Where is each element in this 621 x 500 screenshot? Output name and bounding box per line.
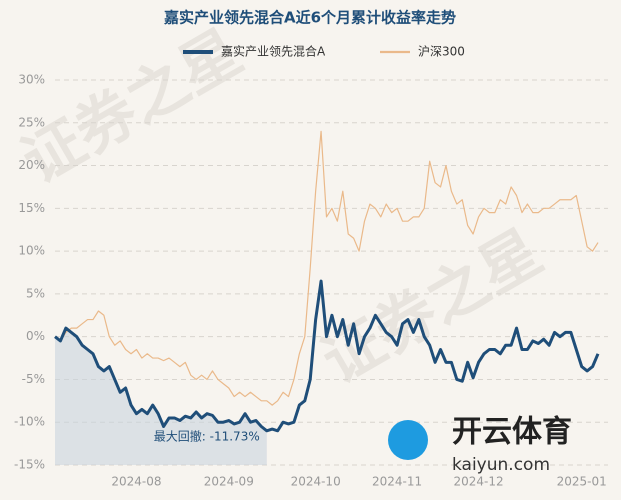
y-tick-label: 25% (18, 115, 45, 129)
x-tick-label: 2024-11 (372, 475, 422, 489)
legend-label: 沪深300 (418, 45, 465, 59)
x-tick-label: 2024-10 (291, 475, 341, 489)
chart-title: 嘉实产业领先混合A近6个月累计收益率走势 (163, 9, 456, 27)
x-tick-label: 2024-12 (453, 475, 503, 489)
y-tick-label: 5% (26, 286, 45, 300)
y-tick-label: -5% (22, 372, 45, 386)
logo-url: kaiyun.com (452, 455, 550, 475)
y-tick-label: 15% (18, 201, 45, 215)
legend-label: 嘉实产业领先混合A (221, 44, 326, 59)
x-tick-label: 2024-09 (204, 475, 254, 489)
y-tick-label: 0% (26, 329, 45, 343)
y-tick-label: 10% (18, 244, 45, 258)
drawdown-label: 最大回撤: -11.73% (154, 429, 260, 444)
y-tick-label: 20% (18, 158, 45, 172)
plot: -15% -10% -5% 0% 5% 10% 15% 20% 25% 30% 2024-08 202… (14, 44, 608, 489)
series-line (54, 279, 600, 433)
x-tick-label: 2024-08 (111, 475, 161, 489)
logo-ball (388, 420, 428, 460)
logo-text: 开云体育 (452, 415, 572, 450)
logo: 开云体育 kaiyun.com (388, 415, 572, 475)
y-tick-label: -15% (14, 458, 45, 472)
y-tick-label: 30% (18, 73, 45, 87)
x-tick-label: 2025-01 (557, 475, 607, 489)
y-tick-label: -10% (14, 415, 45, 429)
series-line (54, 130, 599, 406)
drawdown-area (55, 328, 267, 465)
